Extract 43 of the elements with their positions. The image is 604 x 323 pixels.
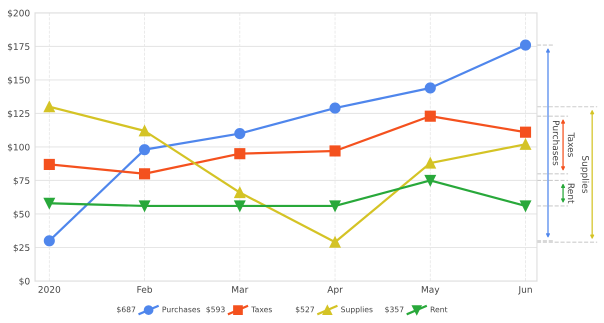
point [520, 40, 532, 51]
point [520, 126, 532, 138]
point [139, 125, 150, 136]
y-tick-label: $175 [8, 43, 30, 52]
x-tick-label: May [422, 286, 440, 295]
x-tick-label: Jun [518, 286, 532, 295]
point [234, 200, 246, 212]
y-tick-label: $200 [8, 9, 30, 18]
point [44, 158, 55, 170]
point [520, 138, 532, 150]
x-tick-label: Feb [137, 286, 152, 293]
point [44, 101, 55, 112]
text: Supplies [580, 156, 590, 194]
point [139, 144, 150, 156]
point [234, 186, 246, 198]
point [520, 200, 532, 212]
x-tick-label: Apr [327, 286, 343, 295]
point [44, 235, 55, 246]
point [139, 168, 150, 180]
point [329, 236, 341, 248]
point [234, 128, 246, 140]
y-tick-label: $100 [8, 144, 30, 152]
point [329, 102, 341, 114]
point [424, 110, 436, 122]
y-tick-label: $150 [8, 76, 30, 85]
text: Rent [568, 184, 575, 204]
x-tick-label: 2020 [38, 286, 60, 293]
point [424, 174, 436, 186]
point [44, 198, 55, 209]
text: Taxes [568, 132, 575, 157]
point [329, 145, 341, 157]
point [234, 148, 246, 160]
point [329, 200, 341, 212]
point [139, 200, 150, 212]
point [424, 157, 436, 169]
y-tick-label: $125 [8, 110, 30, 118]
text: Purchases [552, 120, 560, 166]
y-tick-label: $75 [14, 177, 30, 186]
y-tick-label: $50 [14, 210, 30, 219]
x-tick-label: Mar [232, 286, 248, 293]
y-tick-label: $0 [19, 278, 30, 286]
y-tick-label: $25 [14, 244, 30, 252]
point [424, 82, 436, 94]
